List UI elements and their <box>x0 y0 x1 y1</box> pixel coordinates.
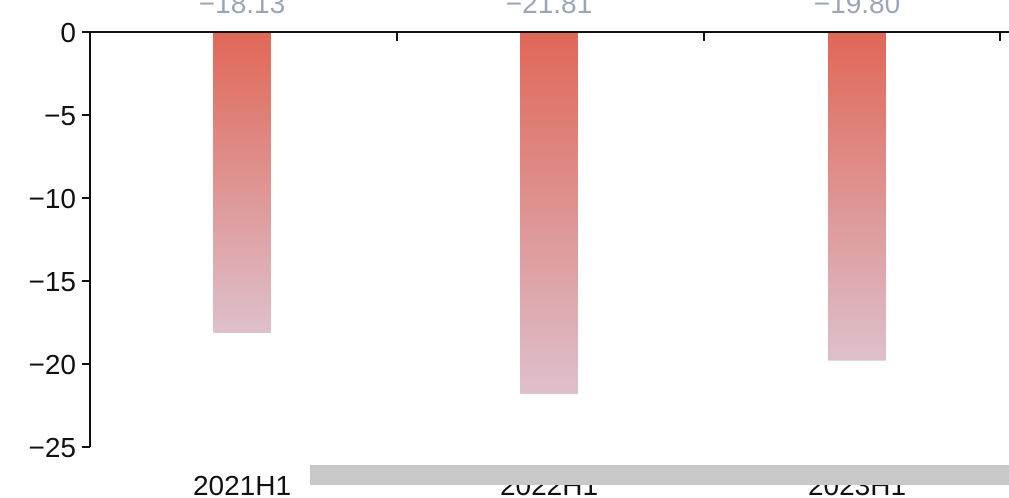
data-label-2023H1: −19.80 <box>814 0 900 19</box>
y-tick-label: −15 <box>29 266 77 297</box>
y-tick-label: −25 <box>29 432 77 463</box>
bar-2021H1 <box>213 32 271 333</box>
bar-2022H1 <box>520 32 578 395</box>
data-labels-group: −18.13 −21.81 −19.80 <box>199 0 900 19</box>
x-ticks-group <box>396 31 1001 41</box>
bar-2023H1 <box>828 32 886 361</box>
category-label-2021H1: 2021H1 <box>193 470 291 498</box>
y-tick-label: −20 <box>29 349 77 380</box>
data-label-2021H1: −18.13 <box>199 0 285 19</box>
y-ticks-group: 0 −5 −10 −15 −20 −25 <box>29 17 90 463</box>
data-label-2022H1: −21.81 <box>506 0 592 19</box>
y-tick-label: −10 <box>29 183 77 214</box>
y-tick-label: −5 <box>44 100 76 131</box>
bars-group <box>213 32 886 395</box>
occluding-bar <box>310 465 1009 485</box>
y-tick-label: 0 <box>60 17 76 48</box>
